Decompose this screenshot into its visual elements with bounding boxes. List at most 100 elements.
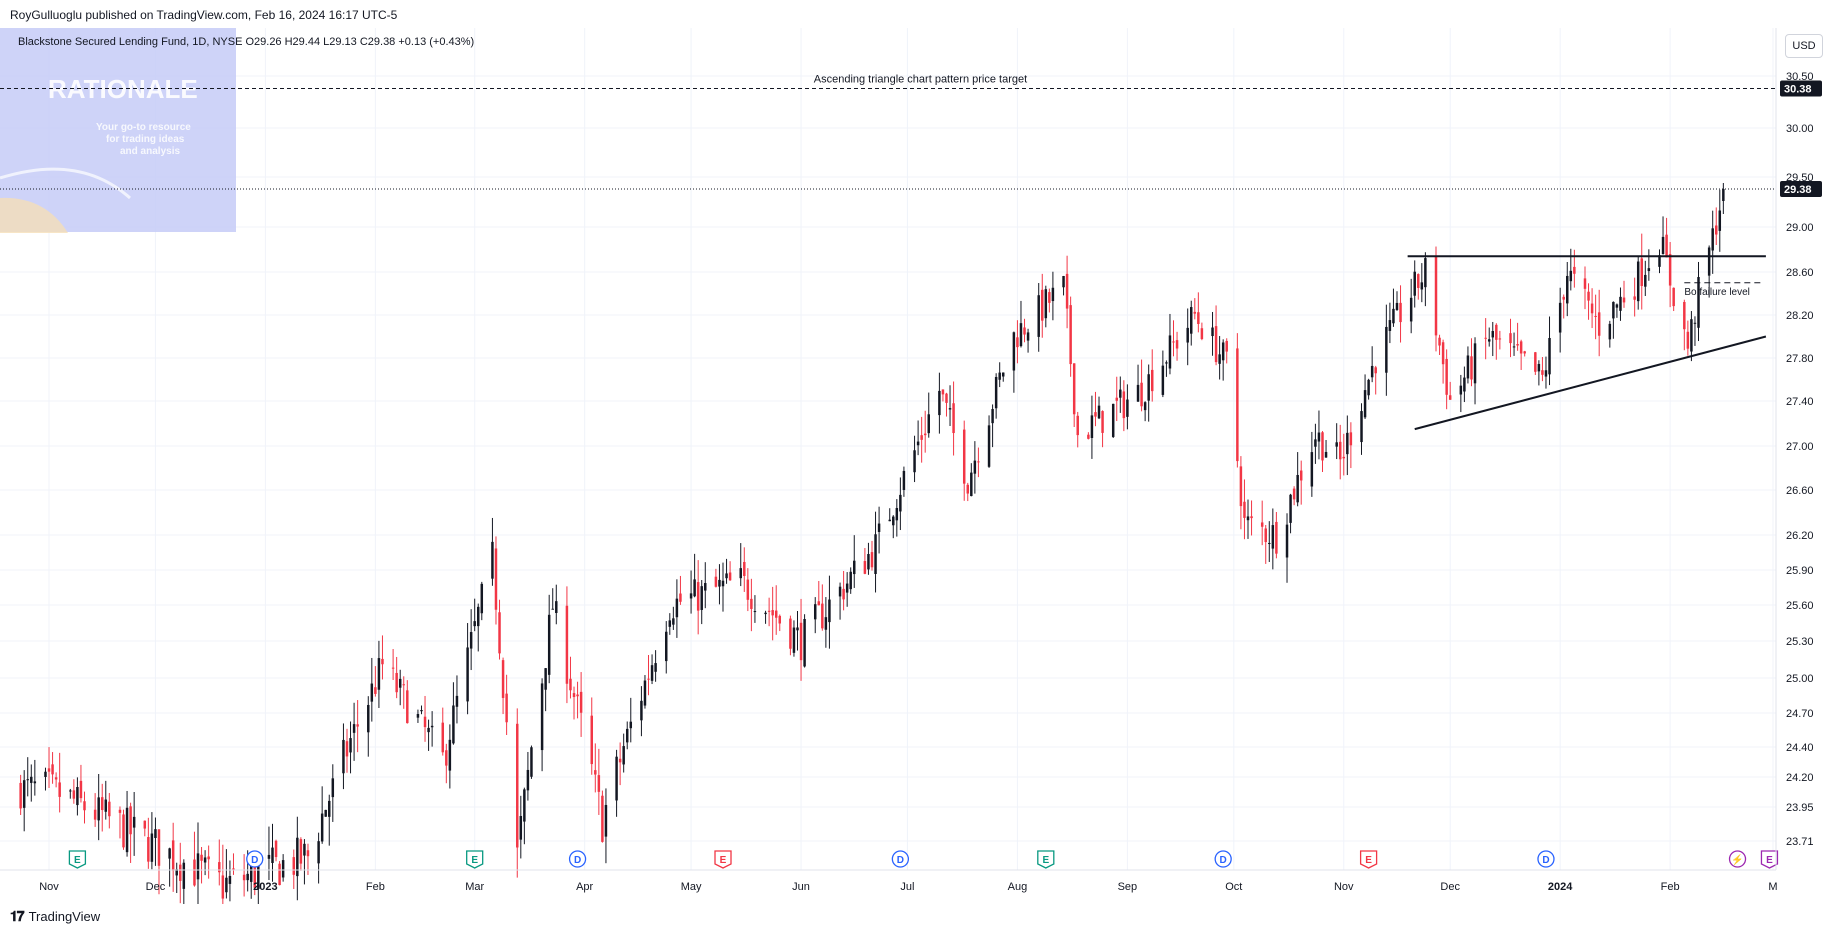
candle (1317, 410, 1321, 460)
candle-body (345, 741, 349, 757)
candle-body (853, 560, 856, 575)
candle (1590, 288, 1594, 329)
candle (1491, 321, 1495, 357)
candle (689, 570, 693, 614)
candle (406, 680, 409, 724)
candle (342, 723, 345, 790)
candle (1409, 278, 1413, 334)
candle (1335, 423, 1338, 460)
price-tick-label: 25.60 (1786, 600, 1814, 612)
candle (356, 700, 359, 753)
watermark-background (0, 28, 236, 232)
target-annotation: Ascending triangle chart pattern price t… (814, 73, 1027, 85)
candle-body (1622, 297, 1626, 303)
candle-body (19, 782, 22, 809)
candle-body (374, 687, 377, 694)
candle (1122, 380, 1126, 432)
candle (665, 621, 668, 674)
candle-body (675, 598, 679, 618)
candle-body (1175, 340, 1179, 349)
candle-body (1711, 228, 1714, 251)
currency-button[interactable]: USD (1785, 34, 1823, 58)
rationale-watermark: RATIONALE Your go-to resource for tradin… (0, 28, 236, 233)
candle (796, 610, 799, 651)
candle (817, 580, 821, 606)
candle (576, 681, 579, 719)
candle-body (423, 716, 427, 728)
candle-body (987, 425, 991, 467)
candle (445, 743, 448, 784)
candle (792, 620, 796, 657)
candle-body (1385, 326, 1388, 373)
candle-body (753, 611, 757, 613)
candle (874, 511, 877, 593)
candle-body (26, 779, 29, 781)
candle-body (491, 541, 494, 579)
event-flag (1359, 850, 1378, 869)
candle (1285, 513, 1289, 583)
candle (1566, 261, 1569, 317)
candle-body (147, 837, 150, 862)
candle-body (391, 667, 395, 669)
candle (569, 656, 572, 699)
candle (1165, 360, 1168, 377)
candle (193, 831, 196, 887)
candle-body (625, 728, 629, 743)
candle-body (452, 705, 455, 744)
candle (679, 575, 682, 605)
candle (1299, 460, 1303, 505)
candle (916, 420, 920, 456)
candle-body (278, 863, 281, 886)
event-flag (1760, 850, 1779, 869)
watermark-tagline-1: Your go-to resource (96, 122, 191, 133)
candle-body (150, 833, 154, 862)
candle-body (1076, 415, 1079, 436)
candle-body (381, 658, 384, 665)
candle (590, 697, 593, 775)
candle (540, 678, 544, 772)
candle-body (679, 593, 682, 602)
candle (505, 674, 508, 735)
candle-body (175, 869, 178, 876)
candle (1463, 366, 1466, 403)
candle (778, 614, 782, 632)
candle (1509, 318, 1512, 358)
time-tick-label: Mar (465, 881, 484, 893)
candle (863, 547, 867, 575)
candle-body (1172, 341, 1175, 343)
candle (473, 598, 476, 632)
candle (349, 721, 352, 774)
candle-body (842, 588, 845, 600)
candle-body (1314, 439, 1317, 447)
candle-body (448, 739, 452, 771)
publisher-line: RoyGulluoglu published on TradingView.co… (10, 8, 398, 22)
candle (516, 708, 519, 878)
candle-body (44, 771, 47, 777)
candle (1484, 318, 1487, 360)
candle (44, 767, 47, 791)
candle (1658, 249, 1661, 274)
candle-body (1707, 247, 1711, 276)
candle-body (1612, 301, 1615, 319)
event-marker-split: ⚡ (1728, 850, 1747, 868)
candle (1051, 271, 1055, 321)
price-tick-label: 25.90 (1786, 565, 1814, 577)
candle-body (69, 790, 72, 792)
candle (1388, 302, 1392, 344)
candle-body (498, 612, 501, 654)
candle (977, 447, 980, 478)
candle (1044, 285, 1048, 328)
price-tick-label: 25.00 (1786, 673, 1814, 685)
candle (1012, 331, 1016, 393)
candle-body (352, 724, 356, 733)
candle-body (895, 508, 899, 521)
chart-canvas[interactable]: RATIONALE Your go-to resource for tradin… (0, 28, 1835, 904)
time-tick-label: Jul (900, 881, 914, 893)
candle (668, 613, 672, 635)
time-tick-label: Dec (1440, 881, 1460, 893)
candle (76, 777, 79, 816)
candle-body (838, 586, 842, 597)
event-label: D (574, 855, 581, 866)
watermark-sun-icon (0, 197, 68, 233)
candle (147, 817, 150, 869)
